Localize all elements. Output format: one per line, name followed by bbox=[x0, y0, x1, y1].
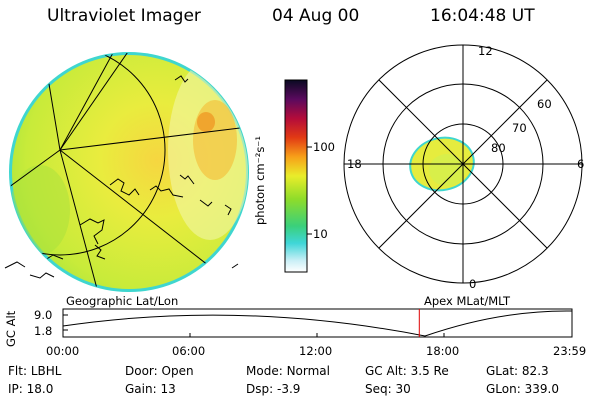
param-dsp: Dsp: -3.9 bbox=[246, 382, 301, 396]
colorbar bbox=[284, 79, 308, 273]
instrument-title: Ultraviolet Imager bbox=[47, 6, 201, 26]
param-seq: Seq: 30 bbox=[365, 382, 411, 396]
timeline-x-tick-4: 23:59 bbox=[553, 344, 587, 358]
timeline-x-tick-1: 06:00 bbox=[172, 344, 206, 358]
param-gc-alt: GC Alt: 3.5 Re bbox=[365, 364, 449, 378]
mlt-label-0: 0 bbox=[469, 277, 477, 291]
timeline-x-tick-2: 12:00 bbox=[299, 344, 333, 358]
geographic-label: Geographic Lat/Lon bbox=[66, 294, 179, 308]
param-filter: Flt: LBHL bbox=[8, 364, 62, 378]
timeline-x-tick-3: 18:00 bbox=[426, 344, 460, 358]
colorbar-tick-label-10: 10 bbox=[313, 227, 328, 241]
lat-label-70: 70 bbox=[512, 121, 527, 135]
polar-plot bbox=[343, 44, 583, 284]
mlt-label-6: 6 bbox=[577, 157, 585, 171]
param-mode: Mode: Normal bbox=[246, 364, 330, 378]
param-door: Door: Open bbox=[125, 364, 194, 378]
timeline-x-tick-0: 00:00 bbox=[46, 344, 80, 358]
time-label: 16:04:48 UT bbox=[430, 6, 535, 26]
timeline-y-tick-high: 9.0 bbox=[34, 308, 53, 322]
param-ip: IP: 18.0 bbox=[8, 382, 54, 396]
date-label: 04 Aug 00 bbox=[272, 6, 360, 26]
param-gain: Gain: 13 bbox=[125, 382, 176, 396]
uv-disk-image bbox=[4, 52, 249, 292]
colorbar-tick-label-100: 100 bbox=[313, 140, 335, 154]
lat-label-80: 80 bbox=[491, 141, 506, 155]
timeline-plot bbox=[62, 308, 573, 338]
mlt-label-12: 12 bbox=[478, 44, 493, 58]
apex-label: Apex MLat/MLT bbox=[424, 294, 511, 308]
param-glon: GLon: 339.0 bbox=[486, 382, 559, 396]
lat-label-60: 60 bbox=[537, 97, 552, 111]
mlt-label-18: 18 bbox=[347, 157, 362, 171]
param-glat: GLat: 82.3 bbox=[486, 364, 549, 378]
timeline-y-tick-low: 1.8 bbox=[34, 324, 53, 338]
timeline-y-title: GC Alt bbox=[4, 310, 18, 347]
